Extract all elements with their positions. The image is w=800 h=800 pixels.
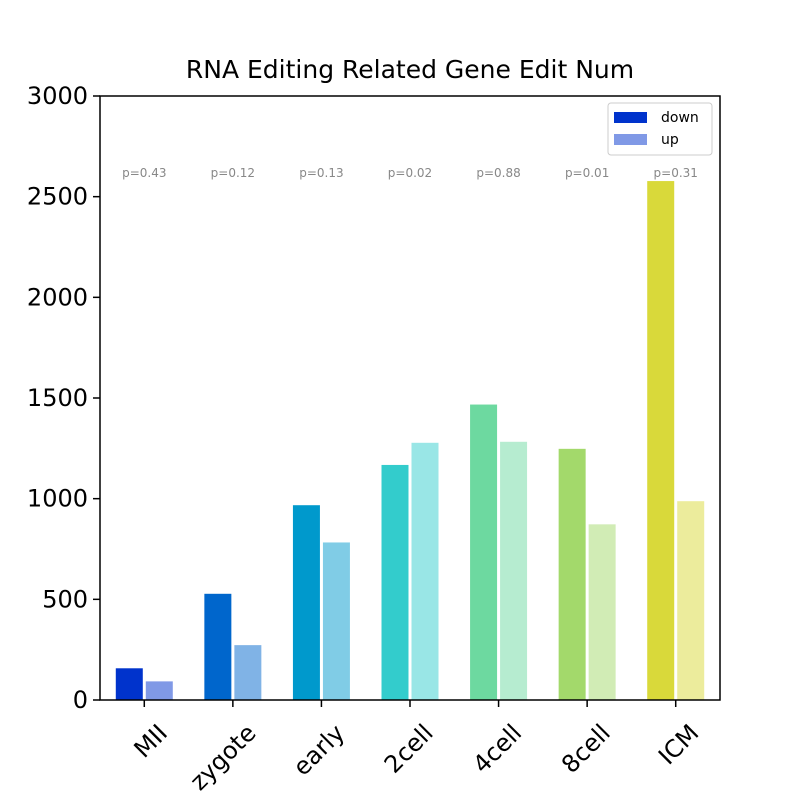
p-value-labels: p=0.43 p=0.12 p=0.13 p=0.02 p=0.88 p=0.01 p=0.… bbox=[122, 166, 698, 180]
p-value-label: p=0.31 bbox=[654, 166, 698, 180]
x-tick-label: 2cell bbox=[379, 719, 439, 779]
p-value-label: p=0.02 bbox=[388, 166, 432, 180]
y-tick-label: 1500 bbox=[27, 384, 88, 412]
bar-up-MII bbox=[144, 680, 174, 701]
bars-group bbox=[114, 180, 706, 701]
y-tick-label: 2500 bbox=[27, 183, 88, 211]
x-axis: MII zygote early 2cell 4cell 8cell ICM bbox=[129, 700, 704, 796]
y-tick-label: 2000 bbox=[27, 283, 88, 311]
chart-title: RNA Editing Related Gene Edit Num bbox=[186, 55, 634, 84]
y-tick-label: 500 bbox=[42, 585, 88, 613]
bar-up-4cell bbox=[499, 440, 529, 701]
x-tick-label: 8cell bbox=[556, 719, 616, 779]
p-value-label: p=0.88 bbox=[476, 166, 520, 180]
bar-down-MII bbox=[114, 667, 144, 701]
x-tick-label: 4cell bbox=[467, 719, 527, 779]
x-tick-label: MII bbox=[129, 719, 173, 763]
bar-up-zygote bbox=[233, 644, 263, 701]
legend-swatch-down bbox=[614, 112, 647, 123]
x-tick-label: early bbox=[288, 719, 350, 781]
bar-up-8cell bbox=[587, 523, 617, 701]
legend-label-up: up bbox=[661, 132, 679, 148]
legend: down up bbox=[607, 102, 713, 156]
bar-down-8cell bbox=[557, 447, 587, 701]
p-value-label: p=0.01 bbox=[565, 166, 609, 180]
bar-up-ICM bbox=[676, 500, 706, 701]
p-value-label: p=0.13 bbox=[299, 166, 343, 180]
bar-down-4cell bbox=[469, 403, 499, 701]
bar-up-early bbox=[321, 541, 351, 701]
p-value-label: p=0.12 bbox=[211, 166, 255, 180]
bar-down-ICM bbox=[646, 180, 676, 701]
x-tick-label: zygote bbox=[185, 719, 262, 796]
y-tick-label: 0 bbox=[73, 686, 88, 714]
legend-swatch-up bbox=[614, 134, 647, 145]
x-tick-label: ICM bbox=[653, 719, 704, 770]
y-tick-label: 1000 bbox=[27, 485, 88, 513]
bar-up-2cell bbox=[410, 441, 440, 701]
y-tick-label: 3000 bbox=[27, 82, 88, 110]
bar-down-early bbox=[291, 504, 321, 701]
y-axis: 0 500 1000 1500 2000 2500 3000 bbox=[27, 82, 100, 714]
bar-down-zygote bbox=[203, 592, 233, 701]
plot-frame bbox=[99, 95, 721, 701]
legend-label-down: down bbox=[661, 110, 699, 126]
p-value-label: p=0.43 bbox=[122, 166, 166, 180]
bar-down-2cell bbox=[380, 463, 410, 701]
